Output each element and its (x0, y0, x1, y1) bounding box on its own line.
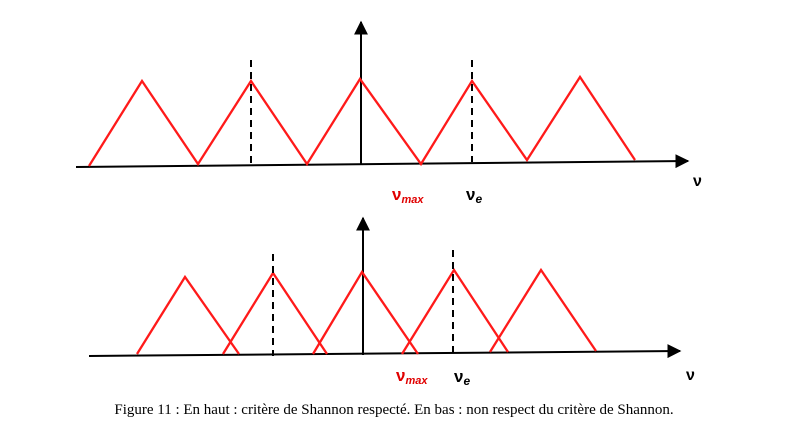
top-panel: νmax νe ν (75, 20, 702, 206)
figure-caption: Figure 11 : En haut : critère de Shannon… (114, 402, 674, 418)
top-frequency-axis (75, 154, 690, 169)
bottom-vmax-label: νmax (396, 366, 428, 387)
bottom-spectrum-2 (222, 270, 328, 355)
bottom-spectrum-5 (489, 267, 597, 353)
shannon-diagram: νmax νe ν νmax νe ν (75, 20, 702, 388)
bottom-spectrum-1 (136, 274, 240, 355)
top-axis-label: ν (693, 173, 702, 190)
bottom-panel: νmax νe ν (88, 216, 695, 388)
top-ve-label: νe (466, 185, 482, 206)
bottom-frequency-axis (88, 344, 682, 359)
bottom-axis-label: ν (686, 367, 695, 384)
bottom-spectrum-3 (312, 269, 419, 355)
bottom-ve-label: νe (454, 367, 470, 388)
top-spectrum (88, 74, 636, 167)
bottom-spectrum-4 (401, 267, 509, 355)
top-vmax-label: νmax (392, 185, 424, 206)
